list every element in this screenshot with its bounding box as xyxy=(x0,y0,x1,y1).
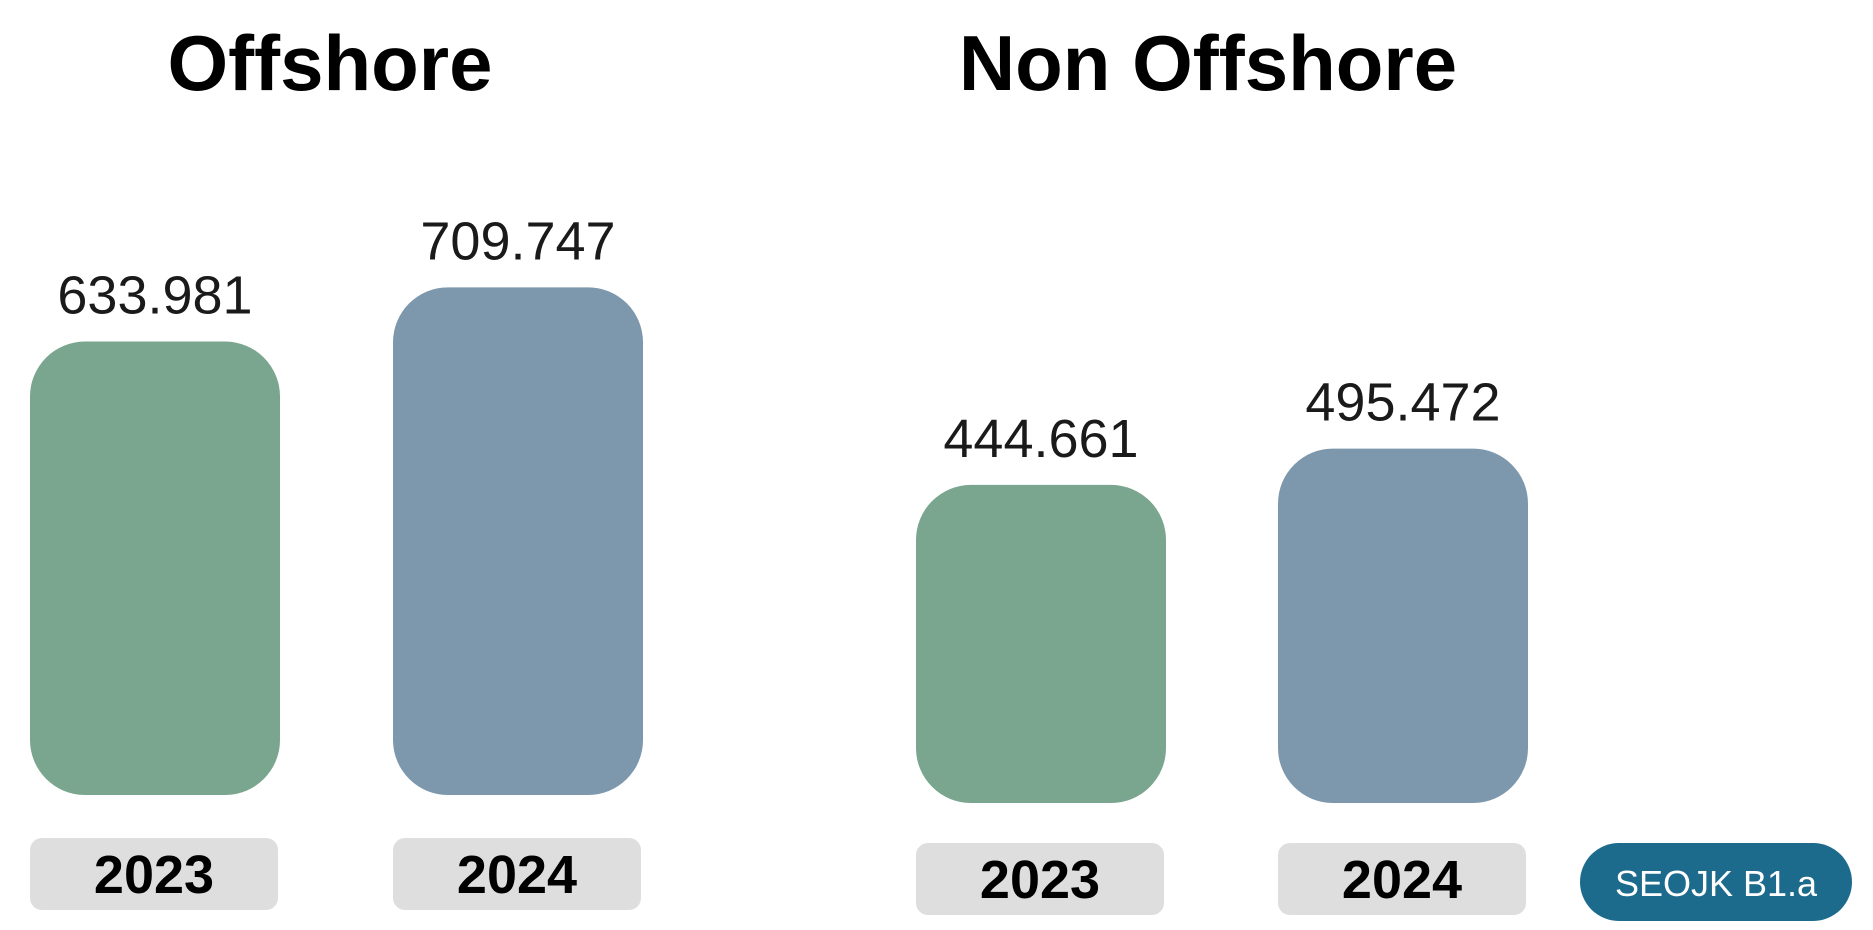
category-pill-offshore-2023 xyxy=(30,838,278,910)
panel-title-non-offshore: Non Offshore xyxy=(959,19,1457,107)
source-badge-label: SEOJK B1.a xyxy=(1615,863,1818,904)
value-label-offshore-2023: 633.981 xyxy=(57,266,252,326)
panel-title-offshore: Offshore xyxy=(167,19,492,107)
category-label-non-offshore-2024: 2024 xyxy=(1342,850,1462,910)
category-label-non-offshore-2023: 2023 xyxy=(980,850,1100,910)
source-badge-background xyxy=(1580,843,1852,921)
value-label-non-offshore-2024: 495.472 xyxy=(1305,373,1500,433)
bar-non-offshore-2023 xyxy=(916,484,1166,803)
panel-non-offshore: Non Offshore 444.661 495.472 2023 2024 xyxy=(916,19,1528,915)
bar-non-offshore-2024 xyxy=(1278,448,1528,803)
source-badge: SEOJK B1.a xyxy=(1580,843,1852,921)
category-label-offshore-2024: 2024 xyxy=(457,845,577,905)
bar-offshore-2024 xyxy=(393,287,643,795)
category-label-offshore-2023: 2023 xyxy=(94,845,214,905)
category-pill-offshore-2024 xyxy=(393,838,641,910)
bar-offshore-2023 xyxy=(30,341,280,795)
value-label-offshore-2024: 709.747 xyxy=(420,211,615,271)
panel-offshore: Offshore 633.981 709.747 2023 2024 xyxy=(30,19,643,910)
category-pill-non-offshore-2023 xyxy=(916,843,1164,915)
value-label-non-offshore-2023: 444.661 xyxy=(943,409,1138,469)
category-pill-non-offshore-2024 xyxy=(1278,843,1526,915)
